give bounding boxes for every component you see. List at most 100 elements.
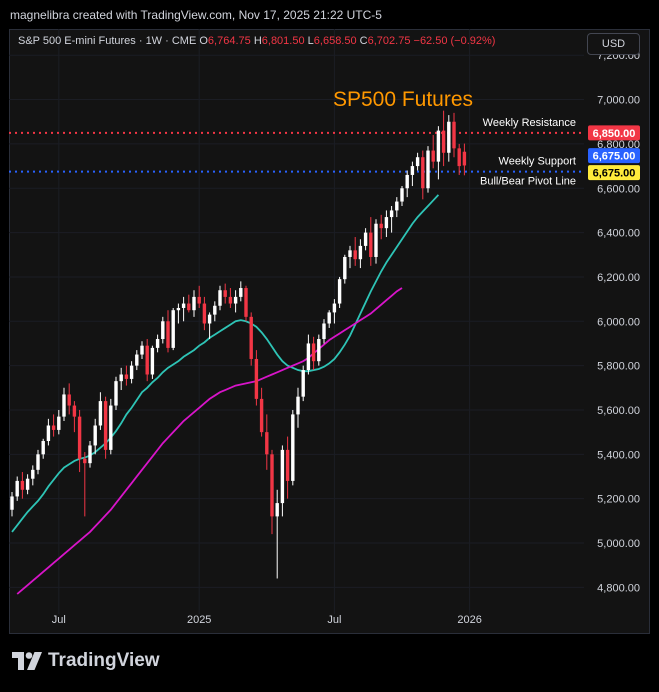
candle-body: [322, 323, 326, 340]
candle-body: [317, 339, 321, 362]
candle-body: [389, 210, 394, 218]
candle: [192, 290, 196, 317]
candle-body: [379, 223, 383, 229]
candle: [176, 303, 181, 324]
candle-body: [135, 354, 139, 366]
candle: [343, 254, 347, 284]
chart-title: SP500 Futures: [333, 88, 473, 111]
candle: [270, 449, 274, 535]
slow-moving-average-line: [16, 287, 403, 595]
candle-body: [254, 358, 259, 399]
y-tick-label: 6,000.00: [597, 316, 640, 328]
candle: [457, 143, 461, 175]
candle-body: [192, 296, 196, 311]
pivot-price-badge-text: 6,675.00: [593, 168, 636, 180]
candle-body: [431, 150, 435, 162]
low-value: 6,658.50: [313, 35, 357, 47]
candle: [421, 150, 425, 200]
candle: [129, 361, 134, 384]
candle: [57, 409, 61, 435]
candle: [20, 472, 25, 499]
candle: [426, 146, 430, 193]
candle: [72, 401, 77, 433]
candle-body: [400, 188, 404, 202]
candle-body: [51, 425, 56, 430]
candle-body: [337, 279, 342, 304]
candle-body: [119, 374, 123, 382]
candle-body: [41, 441, 45, 455]
candles: [10, 110, 467, 579]
weekly-resistance-label: Weekly Resistance: [483, 117, 576, 129]
candle: [395, 197, 399, 218]
tradingview-icon: [12, 652, 42, 670]
candle-body: [31, 469, 35, 479]
candle-body: [327, 312, 331, 324]
candle-body: [436, 130, 441, 162]
candle-body: [239, 288, 243, 297]
candle: [363, 228, 368, 251]
candle-body: [343, 256, 347, 280]
candle-body: [218, 290, 222, 306]
candle-body: [415, 157, 420, 167]
candle: [223, 283, 227, 304]
close-value: 6,702.75: [367, 35, 411, 47]
candle: [103, 396, 108, 459]
candle-body: [150, 347, 155, 375]
candle: [218, 285, 222, 311]
candle-body: [213, 305, 217, 315]
candle: [109, 398, 113, 455]
candle: [239, 281, 243, 302]
support-price-badge: 6,675.00: [588, 148, 640, 164]
candle: [145, 339, 149, 382]
resistance-price-badge: 6,850.00: [588, 125, 640, 141]
candle-body: [358, 245, 363, 260]
candle: [46, 418, 51, 446]
candle-body: [166, 321, 170, 348]
candle: [254, 350, 259, 406]
candle: [462, 143, 467, 176]
candle: [384, 210, 389, 238]
candle-body: [249, 316, 253, 359]
candle: [155, 334, 160, 353]
high-value: 6,801.50: [261, 35, 305, 47]
low-label: L: [307, 35, 314, 47]
candle: [389, 205, 394, 233]
candle-body: [109, 405, 113, 450]
candle: [405, 170, 409, 198]
candle: [322, 319, 326, 344]
symbol-name: S&P 500 E-mini Futures · 1W · CME: [18, 35, 197, 47]
candle: [436, 126, 441, 180]
candle-body: [77, 416, 82, 459]
candle: [311, 336, 316, 371]
symbol-legend: S&P 500 E-mini Futures · 1W · CME O6,764…: [18, 35, 495, 47]
currency-button[interactable]: USD: [587, 33, 640, 55]
candle-body: [207, 314, 212, 324]
candle: [51, 414, 56, 437]
candle: [285, 436, 290, 499]
candle: [207, 312, 212, 340]
candle: [77, 409, 82, 473]
price-chart[interactable]: 4,800.00 5,000.00 5,200.00 5,400.00 5,600.00…: [9, 29, 650, 634]
y-tick-label: 5,000.00: [597, 538, 640, 550]
candle: [301, 365, 305, 402]
pivot-price-badge: 6,675.00: [588, 165, 640, 181]
candle: [114, 376, 118, 410]
candle-body: [244, 288, 248, 317]
candle-body: [181, 303, 186, 308]
level-labels: Weekly Resistance Weekly Support Bull/Bear…: [480, 117, 640, 188]
x-tick-label: Jul: [52, 614, 66, 626]
candle-body: [93, 425, 97, 446]
y-tick-label: 6,800.00: [597, 139, 640, 151]
y-tick-label: 7,000.00: [597, 95, 640, 107]
tradingview-logo[interactable]: TradingView: [12, 650, 160, 672]
candle: [88, 441, 92, 468]
candle-body: [301, 370, 305, 397]
candle: [150, 345, 155, 379]
time-axis: Jul 2025 Jul 2026: [52, 614, 482, 626]
y-tick-label: 4,800.00: [597, 582, 640, 594]
candle: [15, 476, 19, 501]
candle-body: [103, 401, 108, 450]
weekly-support-label: Weekly Support: [499, 156, 576, 168]
candle: [447, 115, 451, 162]
candle: [431, 135, 435, 169]
